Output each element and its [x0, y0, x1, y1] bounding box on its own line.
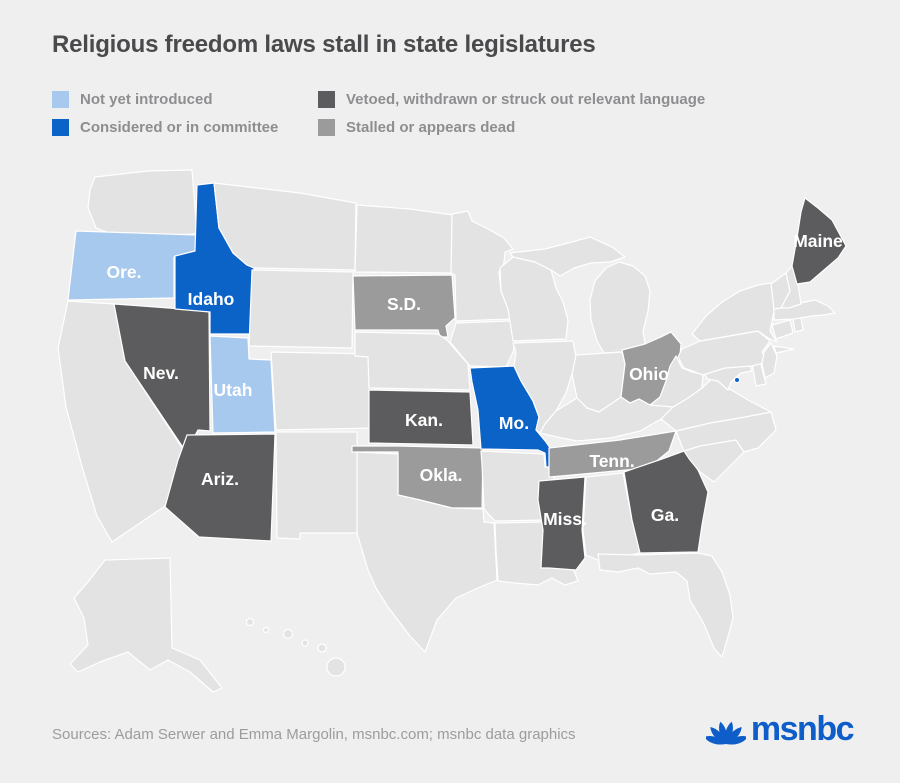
- state-ks: [368, 389, 474, 446]
- page-title: Religious freedom laws stall in state le…: [52, 31, 596, 58]
- state-mt: [213, 182, 357, 271]
- state-nd: [354, 204, 454, 274]
- state-hi: [301, 639, 309, 647]
- state-me: [791, 197, 847, 285]
- legend-swatch-considered-or-in-committee: [52, 119, 69, 136]
- legend-label: Vetoed, withdrawn or struck out relevant…: [346, 91, 706, 108]
- state-label-ks: Kan.: [405, 410, 443, 430]
- legend-item-vetoed-withdrawn-struck: Vetoed, withdrawn or struck out relevant…: [318, 91, 705, 108]
- state-label-ga: Ga.: [651, 505, 679, 525]
- legend-label: Not yet introduced: [80, 91, 213, 108]
- state-ma: [773, 299, 836, 321]
- state-label-ms: Miss.: [543, 509, 587, 529]
- legend-swatch-vetoed-withdrawn-struck: [318, 91, 335, 108]
- state-label-ok: Okla.: [420, 465, 463, 485]
- state-label-az: Ariz.: [201, 469, 239, 489]
- sources-credit: Sources: Adam Serwer and Emma Margolin, …: [52, 726, 576, 743]
- state-label-sd: S.D.: [387, 294, 421, 314]
- state-li: [773, 345, 795, 354]
- state-wa: [87, 169, 198, 238]
- state-ga: [623, 450, 709, 554]
- state-hi: [282, 628, 294, 640]
- legend-swatch-not-yet-introduced: [52, 91, 69, 108]
- legend-label: Stalled or appears dead: [346, 119, 516, 136]
- state-dc: [733, 376, 741, 384]
- state-wv: [649, 355, 704, 408]
- state-label-oh: Ohio: [629, 364, 669, 384]
- state-fl: [597, 552, 734, 658]
- legend-item-considered-or-in-committee: Considered or in committee: [52, 119, 318, 136]
- state-mi: [589, 261, 651, 354]
- msnbc-peacock-icon: [705, 721, 746, 745]
- legend-item-not-yet-introduced: Not yet introduced: [52, 91, 318, 108]
- state-hi: [326, 657, 346, 677]
- state-label-or: Ore.: [106, 262, 141, 282]
- state-co: [270, 351, 377, 431]
- state-tx: [356, 451, 498, 653]
- state-label-tn: Tenn.: [589, 451, 634, 471]
- state-ny: [691, 282, 778, 343]
- state-label-me: Maine: [793, 231, 843, 251]
- state-ky: [539, 396, 674, 442]
- state-wy: [248, 269, 354, 349]
- state-label-ut: Utah: [214, 380, 253, 400]
- state-label-mo: Mo.: [499, 413, 529, 433]
- state-hi: [317, 643, 327, 653]
- state-sd: [352, 274, 456, 338]
- state-label-id: Idaho: [188, 289, 235, 309]
- msnbc-logo: msnbc: [705, 710, 855, 748]
- state-ne: [354, 331, 471, 391]
- state-hi: [245, 617, 255, 627]
- state-az: [164, 433, 276, 542]
- state-label-nv: Nev.: [143, 363, 179, 383]
- state-nm: [275, 431, 359, 540]
- state-ct: [771, 319, 794, 340]
- legend-swatch-stalled-appears-dead: [318, 119, 335, 136]
- state-miu: [509, 236, 626, 277]
- legend-label: Considered or in committee: [80, 119, 279, 136]
- legend: Not yet introduced Considered or in comm…: [52, 91, 705, 136]
- state-ak: [69, 557, 223, 693]
- legend-item-stalled-appears-dead: Stalled or appears dead: [318, 119, 705, 136]
- state-hi: [262, 626, 270, 634]
- msnbc-logo-text: msnbc: [750, 710, 855, 748]
- state-nj: [761, 342, 778, 379]
- state-ms: [537, 476, 586, 571]
